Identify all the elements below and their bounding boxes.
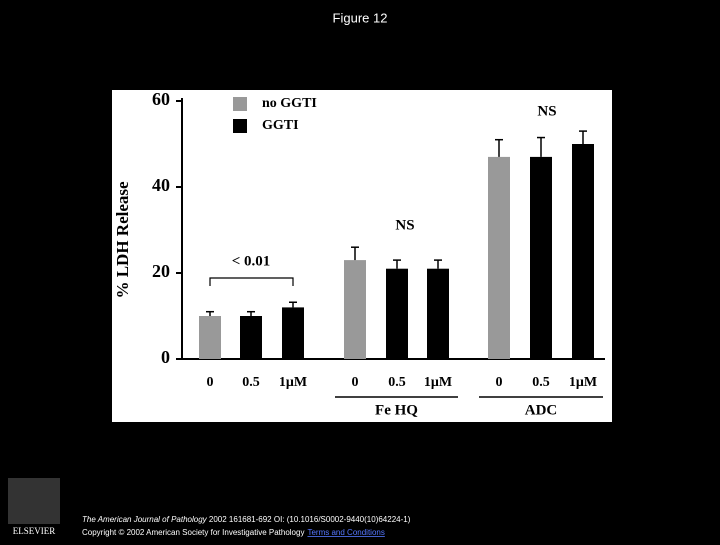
bar	[344, 260, 366, 359]
terms-link[interactable]: Terms and Conditions	[307, 528, 384, 537]
bar	[488, 156, 510, 359]
x-tick-label: 0	[352, 375, 359, 390]
citation: The American Journal of Pathology 2002 1…	[82, 515, 411, 524]
legend-swatch	[233, 119, 247, 133]
bar	[199, 316, 221, 359]
x-tick-label: 1μM	[424, 375, 452, 390]
significance-bracket	[209, 277, 294, 286]
annotation: < 0.01	[232, 253, 271, 269]
copyright: Copyright © 2002 American Society for In…	[82, 528, 385, 537]
y-tick-label: 60	[152, 89, 170, 109]
bar	[386, 268, 408, 359]
legend-label: no GGTI	[262, 96, 317, 111]
copyright-text: Copyright © 2002 American Society for In…	[82, 528, 304, 537]
legend-swatch	[233, 97, 247, 111]
bar	[530, 156, 552, 359]
y-tick-label: 0	[161, 347, 170, 367]
x-tick-label: 0	[207, 375, 214, 390]
y-tick-label: 40	[152, 175, 170, 195]
figure-panel	[112, 90, 612, 422]
logo-text: ELSEVIER	[13, 526, 56, 536]
bar	[427, 268, 449, 359]
group-label: Fe HQ	[375, 402, 418, 418]
x-tick-label: 0.5	[388, 375, 406, 390]
bar	[572, 144, 594, 359]
y-axis-label: % LDH Release	[113, 181, 132, 299]
y-tick-label: 20	[152, 261, 170, 281]
journal: The American Journal of Pathology	[82, 515, 208, 524]
citation-text: 2002 161681-692 OI: (10.1016/S0002-9440(…	[207, 515, 411, 524]
group-label: ADC	[525, 402, 558, 418]
x-tick-label: 1μM	[279, 375, 307, 390]
x-tick-label: 1μM	[569, 375, 597, 390]
x-tick-label: 0.5	[242, 375, 260, 390]
annotation: NS	[537, 103, 556, 119]
annotation: NS	[395, 217, 414, 233]
slide-title: Figure 12	[333, 10, 388, 25]
bar	[282, 307, 304, 359]
logo-image	[8, 478, 60, 524]
bar	[240, 316, 262, 359]
legend-label: GGTI	[262, 118, 299, 133]
x-tick-label: 0	[496, 375, 503, 390]
x-tick-label: 0.5	[532, 375, 550, 390]
